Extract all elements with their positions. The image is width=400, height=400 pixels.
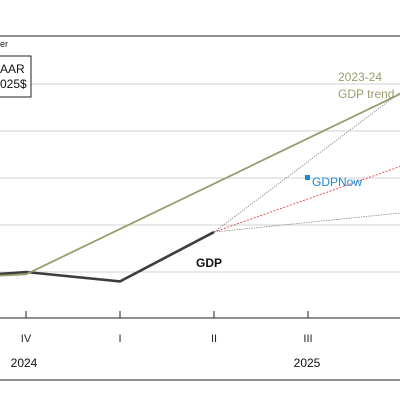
gdpnow-label: GDPNow xyxy=(312,175,362,189)
x-tick-label: IV xyxy=(21,333,32,345)
year-label: 2025 xyxy=(294,356,321,370)
x-tick-label: I xyxy=(118,333,121,345)
units-line: 025$ xyxy=(0,77,27,91)
year-label: 2024 xyxy=(11,356,38,370)
x-tick-label: II xyxy=(211,333,217,345)
projection-line-2 xyxy=(213,92,400,233)
units-line: AAR xyxy=(0,62,25,76)
series-line-gdp xyxy=(0,230,215,283)
series-layer xyxy=(0,92,400,283)
projection-line-3 xyxy=(213,166,400,233)
grid-lines xyxy=(0,35,400,273)
gdp-series-label: GDP xyxy=(196,256,222,270)
units-box xyxy=(0,55,32,98)
gdpnow-marker xyxy=(305,175,310,180)
trend-series-label: GDP trend xyxy=(338,87,394,101)
trend-series-label: 2023-24 xyxy=(338,70,382,84)
annotations: GDP 2023-24 GDP trend GDPNow xyxy=(196,70,394,270)
projection-line-4 xyxy=(213,212,400,233)
header-fragment: er xyxy=(0,39,8,49)
series-line-2023-24-gdp-trend xyxy=(0,93,400,277)
x-axis: IVIIIIIII20242025 xyxy=(0,311,400,381)
x-tick-label: III xyxy=(303,333,312,345)
